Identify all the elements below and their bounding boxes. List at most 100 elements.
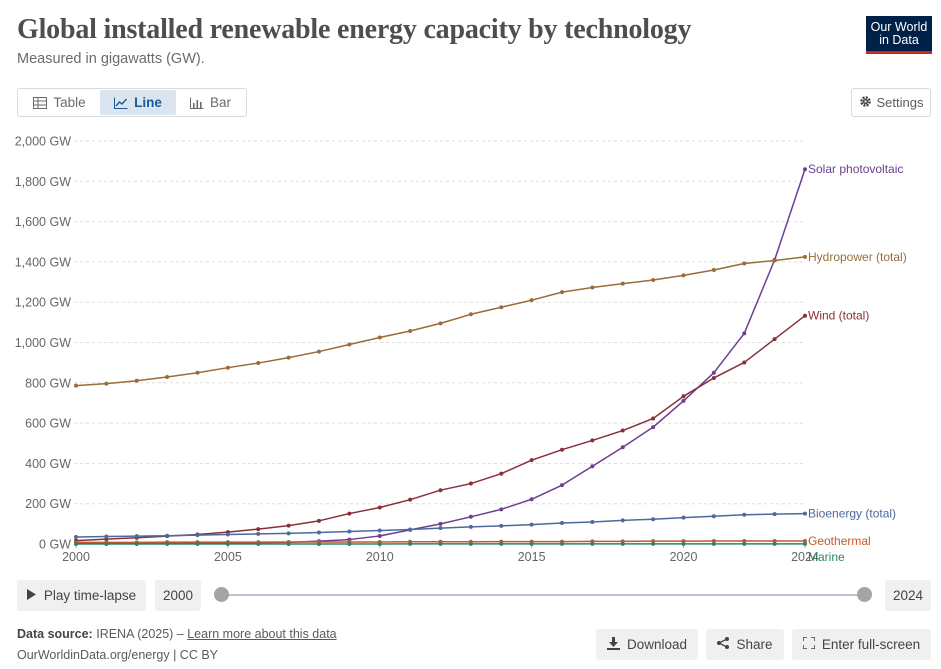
tab-line[interactable]: Line (100, 90, 176, 115)
data-point-geothermal (803, 538, 807, 543)
x-tick-label: 2015 (518, 550, 546, 564)
data-point-hydropower-total (134, 378, 139, 383)
data-point-marine (408, 541, 413, 546)
data-point-bioenergy-total (742, 512, 747, 517)
data-point-wind-total (529, 458, 534, 463)
data-point-marine (438, 541, 443, 546)
data-point-wind-total (347, 511, 352, 516)
data-point-bioenergy-total (317, 530, 321, 535)
data-point-bioenergy-total (499, 523, 504, 528)
y-tick-label: 1,000 GW (15, 336, 71, 350)
data-point-hydropower-total (620, 281, 625, 286)
data-point-hydropower-total (711, 267, 716, 272)
owid-logo[interactable]: Our World in Data (866, 16, 932, 54)
data-point-solar-photovoltaic (499, 507, 504, 512)
data-point-hydropower-total (803, 254, 807, 259)
logo-line-1: Our World (870, 20, 928, 34)
y-tick-label: 0 GW (39, 538, 71, 552)
timeline-end-handle[interactable] (857, 587, 872, 602)
data-point-solar-photovoltaic (681, 398, 686, 403)
settings-label: Settings (876, 95, 924, 110)
data-point-marine (165, 541, 170, 546)
series-label-hydropower-total: Hydropower (total) (808, 250, 907, 264)
data-point-hydropower-total (347, 342, 352, 347)
data-point-bioenergy-total (165, 533, 170, 538)
fullscreen-label: Enter full-screen (821, 637, 921, 652)
data-point-wind-total (560, 447, 564, 452)
line-chart-icon (114, 97, 128, 109)
fullscreen-button[interactable]: Enter full-screen (792, 629, 931, 660)
data-point-solar-photovoltaic (651, 425, 656, 430)
data-point-wind-total (711, 375, 716, 380)
share-button[interactable]: Share (706, 629, 784, 660)
play-timelapse-label: Play time-lapse (43, 588, 137, 603)
data-point-hydropower-total (286, 355, 291, 360)
series-label-wind-total: Wind (total) (808, 309, 869, 323)
data-point-wind-total (286, 523, 291, 528)
data-point-wind-total (742, 360, 747, 365)
y-tick-label: 2,000 GW (15, 135, 71, 149)
data-point-hydropower-total (772, 258, 777, 263)
play-timelapse-button[interactable]: Play time-lapse (17, 580, 146, 611)
data-point-bioenergy-total (529, 522, 534, 527)
data-source-label: Data source: (17, 627, 93, 641)
table-icon (33, 96, 48, 109)
data-point-solar-photovoltaic (620, 445, 625, 450)
data-point-bioenergy-total (104, 534, 109, 539)
data-point-marine (256, 541, 261, 546)
timeline-end-year: 2024 (885, 580, 931, 611)
data-point-wind-total (590, 438, 595, 443)
data-point-marine (742, 541, 747, 546)
data-point-hydropower-total (468, 312, 473, 317)
y-tick-label: 1,400 GW (15, 255, 71, 269)
data-point-solar-photovoltaic (742, 331, 747, 336)
y-tick-label: 1,800 GW (15, 175, 71, 189)
data-point-bioenergy-total (560, 521, 564, 526)
series-label-solar-photovoltaic: Solar photovoltaic (808, 162, 903, 176)
data-point-hydropower-total (74, 383, 78, 388)
data-point-solar-photovoltaic (560, 483, 564, 488)
data-point-bioenergy-total (468, 524, 473, 529)
data-point-wind-total (317, 518, 321, 523)
tab-table[interactable]: Table (19, 90, 100, 115)
x-tick-label: 2005 (214, 550, 242, 564)
share-icon (717, 637, 730, 652)
data-point-wind-total (651, 416, 656, 421)
data-point-bioenergy-total (74, 534, 78, 539)
settings-button[interactable]: Settings (851, 88, 931, 117)
data-point-marine (377, 541, 382, 546)
data-point-solar-photovoltaic (711, 370, 716, 375)
x-tick-label: 2010 (366, 550, 394, 564)
data-point-solar-photovoltaic (803, 167, 807, 172)
data-point-hydropower-total (408, 329, 413, 334)
data-point-bioenergy-total (651, 517, 656, 522)
chart-subtitle: Measured in gigawatts (GW). (17, 51, 205, 67)
data-point-wind-total (620, 428, 625, 433)
data-point-wind-total (438, 488, 443, 493)
data-point-wind-total (468, 481, 473, 486)
data-point-hydropower-total (317, 349, 321, 354)
data-point-hydropower-total (377, 335, 382, 340)
download-button[interactable]: Download (596, 629, 698, 660)
timeline-slider-track[interactable] (221, 594, 864, 596)
timeline-start-handle[interactable] (214, 587, 229, 602)
data-point-bioenergy-total (134, 534, 139, 539)
data-point-hydropower-total (438, 321, 443, 326)
data-point-hydropower-total (651, 278, 656, 283)
learn-more-link[interactable]: Learn more about this data (187, 627, 337, 641)
data-point-wind-total (256, 527, 261, 532)
gear-icon (859, 95, 872, 111)
x-tick-label: 2020 (670, 550, 698, 564)
data-point-geothermal (711, 538, 716, 543)
footer-url: OurWorldinData.org/energy | CC BY (17, 648, 219, 662)
y-tick-label: 1,600 GW (15, 215, 71, 229)
data-point-hydropower-total (560, 290, 564, 295)
data-point-marine (286, 541, 291, 546)
data-point-bioenergy-total (438, 526, 443, 531)
data-point-marine (560, 541, 564, 546)
data-point-bioenergy-total (803, 511, 807, 516)
data-point-bioenergy-total (681, 515, 686, 520)
data-point-marine (104, 541, 109, 546)
data-point-marine (529, 541, 534, 546)
tab-bar[interactable]: Bar (176, 90, 245, 115)
